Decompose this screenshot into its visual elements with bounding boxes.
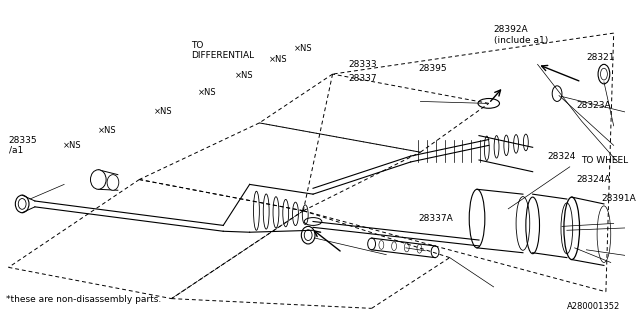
Text: ×NS: ×NS bbox=[97, 126, 116, 135]
Text: 28324A: 28324A bbox=[577, 175, 611, 184]
Ellipse shape bbox=[107, 175, 119, 190]
Text: TO WHEEL: TO WHEEL bbox=[582, 156, 628, 165]
Text: 28324: 28324 bbox=[547, 152, 576, 161]
Text: 28392A
(include a1): 28392A (include a1) bbox=[493, 25, 548, 45]
Text: TO
DIFFERENTIAL: TO DIFFERENTIAL bbox=[191, 41, 254, 60]
Text: ×NS: ×NS bbox=[235, 71, 253, 80]
Text: 28337A: 28337A bbox=[419, 214, 453, 223]
Text: ×NS: ×NS bbox=[154, 107, 172, 116]
Text: 28335
/a1: 28335 /a1 bbox=[8, 136, 37, 155]
Text: ×NS: ×NS bbox=[63, 141, 82, 150]
Text: A280001352: A280001352 bbox=[567, 302, 621, 311]
Text: ×NS: ×NS bbox=[294, 44, 313, 53]
Text: *these are non-disassembly parts.: *these are non-disassembly parts. bbox=[6, 295, 161, 304]
Text: ×NS: ×NS bbox=[198, 88, 216, 97]
Text: 28333: 28333 bbox=[348, 60, 377, 69]
Text: 28395: 28395 bbox=[419, 64, 447, 73]
Ellipse shape bbox=[90, 170, 106, 189]
Text: 28391A: 28391A bbox=[601, 194, 636, 203]
Text: 28323A: 28323A bbox=[577, 101, 611, 110]
Text: 28321: 28321 bbox=[586, 52, 615, 62]
Text: 28337: 28337 bbox=[348, 74, 377, 83]
Text: ×NS: ×NS bbox=[269, 55, 288, 64]
